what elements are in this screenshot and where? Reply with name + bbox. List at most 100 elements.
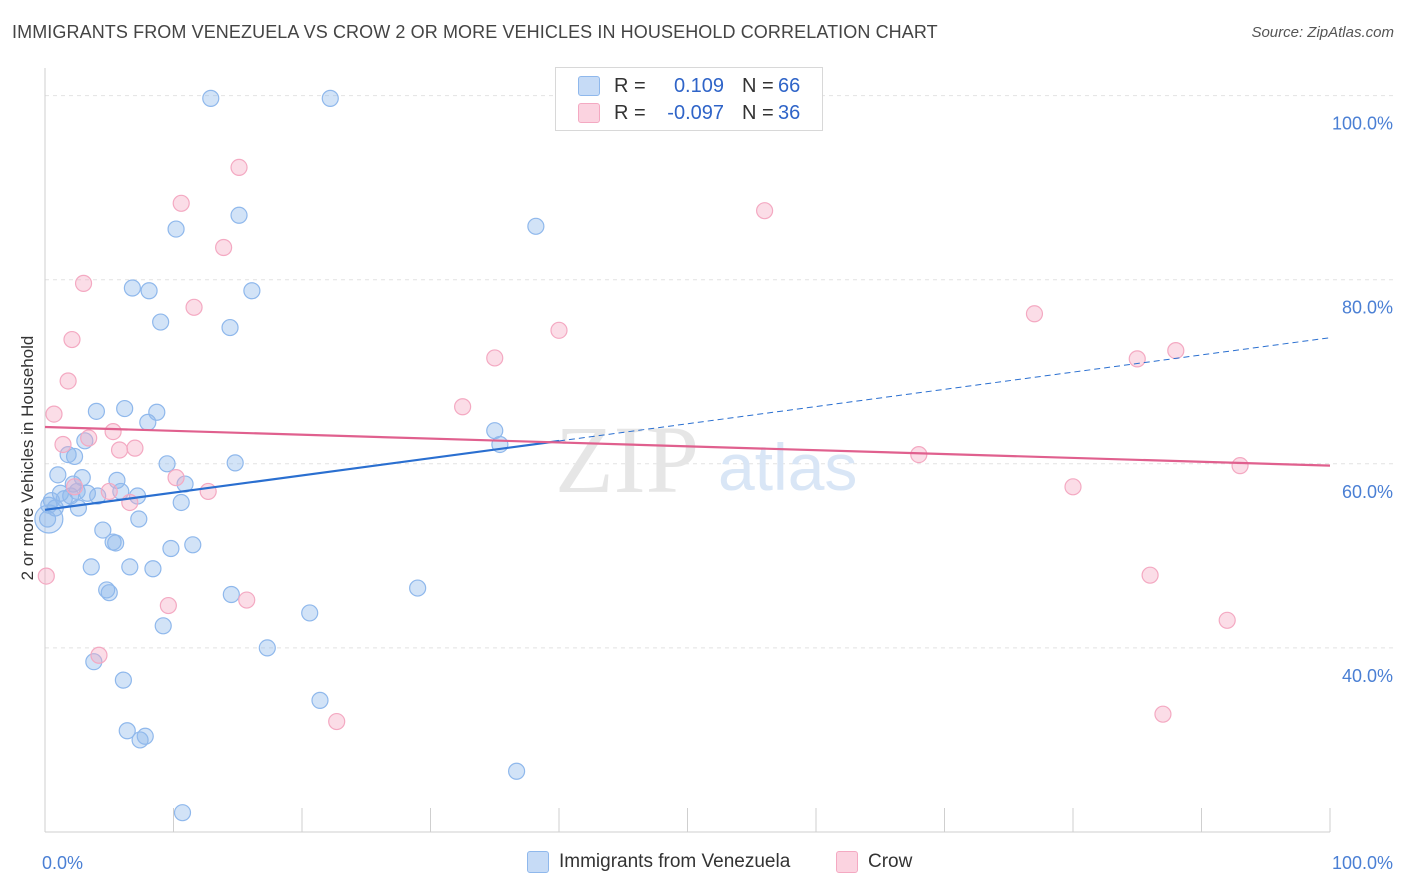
- legend-n-value: 66: [778, 74, 801, 97]
- watermark: ZIP: [555, 406, 699, 513]
- point-crow: [54, 435, 72, 454]
- legend-n-label: N =: [742, 74, 774, 97]
- point-venezuela: [130, 510, 148, 528]
- legend-swatch-venezuela: [527, 851, 549, 873]
- legend-item-venezuela[interactable]: Immigrants from Venezuela: [527, 851, 790, 873]
- point-crow: [126, 439, 144, 457]
- grid: [45, 95, 1393, 649]
- point-venezuela: [114, 671, 132, 689]
- point-venezuela: [87, 402, 106, 420]
- series-venezuela: [34, 89, 545, 822]
- point-crow: [172, 194, 190, 212]
- point-crow: [37, 567, 55, 585]
- trend-line-venezuela: [44, 439, 560, 511]
- point-venezuela: [118, 722, 136, 740]
- point-venezuela: [65, 447, 84, 466]
- point-venezuela: [167, 220, 185, 238]
- legend-swatch-crow: [836, 851, 858, 873]
- chart-source: Source: ZipAtlas.com: [1251, 24, 1394, 41]
- point-venezuela: [311, 691, 329, 709]
- point-crow: [910, 446, 928, 464]
- legend-swatch-crow: [578, 103, 600, 123]
- point-crow: [167, 469, 185, 487]
- point-venezuela: [230, 206, 248, 224]
- point-venezuela: [527, 217, 545, 235]
- point-venezuela: [158, 455, 176, 473]
- point-crow: [100, 482, 118, 501]
- point-crow: [486, 349, 504, 367]
- legend-label-venezuela: Immigrants from Venezuela: [559, 851, 791, 872]
- legend-item-crow[interactable]: Crow: [836, 851, 912, 873]
- point-venezuela: [121, 558, 139, 576]
- point-crow: [1025, 305, 1044, 323]
- legend-swatch-venezuela: [578, 76, 600, 96]
- legend-r-value: 0.109: [673, 74, 724, 97]
- legend-r-label: R =: [614, 101, 646, 124]
- series-legend: Immigrants from Venezuela Crow: [0, 851, 1406, 879]
- y-tick-label: 80.0%: [1342, 298, 1393, 318]
- point-crow: [454, 398, 472, 416]
- watermark-atlas: atlas: [718, 430, 857, 504]
- point-venezuela: [301, 604, 319, 622]
- legend-n-label: N =: [742, 101, 774, 124]
- point-crow: [185, 298, 203, 316]
- legend-row-venezuela: R = 0.109 N = 66: [578, 74, 800, 98]
- legend-row-crow: R = -0.097 N = 36: [578, 101, 800, 125]
- legend-n-value: 36: [778, 101, 801, 124]
- point-crow: [1128, 350, 1146, 368]
- point-venezuela: [154, 617, 172, 635]
- point-venezuela: [59, 446, 77, 464]
- point-crow: [104, 422, 122, 441]
- x-tick-label: 0.0%: [42, 853, 83, 873]
- point-crow: [1154, 705, 1172, 723]
- point-venezuela: [162, 539, 180, 558]
- point-crow: [550, 321, 568, 339]
- point-venezuela: [173, 804, 192, 822]
- point-venezuela: [184, 536, 202, 554]
- point-venezuela: [100, 584, 118, 602]
- point-crow: [328, 712, 346, 731]
- point-venezuela: [243, 282, 261, 300]
- legend-r-label: R =: [614, 74, 646, 97]
- point-crow: [1167, 341, 1185, 360]
- legend-label-crow: Crow: [868, 851, 913, 872]
- point-venezuela: [222, 585, 240, 604]
- chart-title: IMMIGRANTS FROM VENEZUELA VS CROW 2 OR M…: [12, 22, 938, 42]
- trend-lines: [44, 337, 1331, 511]
- point-crow: [755, 202, 774, 220]
- point-venezuela: [82, 558, 100, 576]
- point-venezuela: [136, 727, 154, 745]
- point-crow: [238, 591, 256, 609]
- point-venezuela: [226, 454, 244, 472]
- point-crow: [215, 238, 233, 257]
- point-venezuela: [144, 560, 162, 578]
- point-crow: [1218, 611, 1236, 629]
- point-venezuela: [409, 579, 427, 597]
- point-venezuela: [140, 282, 158, 300]
- point-venezuela: [107, 534, 125, 552]
- legend-r-value: -0.097: [667, 101, 724, 124]
- point-crow: [1231, 457, 1249, 475]
- tick-labels: 100.0% 80.0% 60.0% 40.0% 0.0% 100.0%: [42, 114, 1393, 873]
- point-venezuela: [172, 493, 190, 512]
- point-crow: [80, 429, 98, 447]
- point-venezuela: [258, 639, 276, 657]
- point-venezuela: [152, 313, 170, 331]
- y-tick-label: 40.0%: [1342, 666, 1393, 686]
- point-venezuela: [94, 521, 112, 539]
- point-venezuela: [507, 762, 526, 780]
- point-crow: [1064, 478, 1082, 496]
- point-crow: [90, 646, 108, 664]
- y-tick-label: 60.0%: [1342, 482, 1393, 502]
- axes: [44, 68, 1331, 833]
- point-venezuela: [123, 279, 141, 297]
- point-crow: [63, 330, 81, 349]
- y-tick-label: 100.0%: [1332, 114, 1393, 134]
- point-crow: [65, 478, 84, 496]
- point-venezuela: [321, 89, 339, 107]
- point-crow: [110, 441, 129, 459]
- point-crow: [230, 158, 248, 177]
- point-venezuela: [116, 399, 134, 418]
- correlation-legend: R = 0.109 N = 66 R = -0.097 N = 36: [555, 67, 823, 131]
